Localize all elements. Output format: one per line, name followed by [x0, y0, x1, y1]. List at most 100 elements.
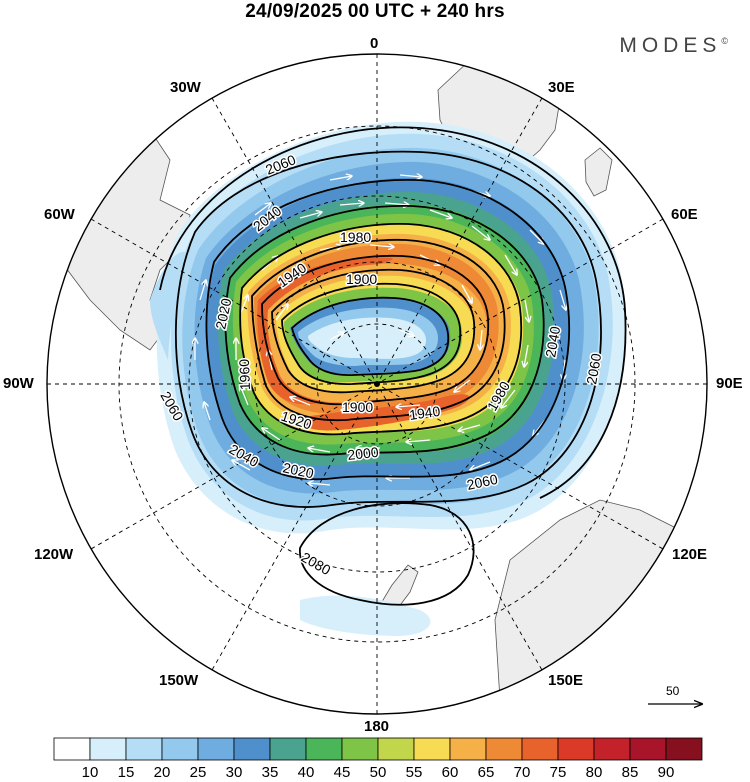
- wind-vector: [429, 209, 452, 218]
- wind-vector: [254, 203, 271, 216]
- wind-vector: [396, 405, 421, 407]
- wind-vector: [199, 280, 206, 301]
- lon-label-120e: 120E: [672, 546, 708, 563]
- copyright-mark: ©: [721, 36, 728, 46]
- contour-2060-outer: [159, 126, 627, 499]
- lon-label-60w: 60W: [44, 206, 75, 223]
- wind-vector: [232, 460, 251, 471]
- wind-vector: [504, 254, 517, 275]
- wind-vector: [339, 203, 364, 205]
- lon-label-120w: 120W: [34, 546, 74, 563]
- brand-logo: MODES©: [619, 34, 728, 58]
- contour-label: 1900: [346, 271, 377, 287]
- contour-label: 2040: [542, 325, 563, 359]
- land-australia: [494, 499, 707, 714]
- lon-label-30w: 30W: [170, 79, 201, 96]
- wind-vector: [240, 385, 249, 406]
- colorbar-swatch: [161, 737, 199, 761]
- colorbar-swatch: [89, 737, 127, 761]
- contour-label: 1940: [408, 403, 441, 423]
- wind-vector: [559, 289, 566, 310]
- wind-vector: [369, 245, 394, 247]
- colorbar-tick-label: 65: [477, 764, 495, 781]
- contour-1940: [271, 268, 476, 394]
- wind-vector: [529, 229, 544, 244]
- map-disc: 2060 2040 1980 1940 1900 2020 1960 1900 …: [47, 54, 707, 714]
- contour-label: 1900: [342, 399, 373, 415]
- lon-label-30e: 30E: [548, 79, 575, 96]
- contour-1900: [290, 296, 450, 376]
- contour-1980: [251, 238, 506, 422]
- contour-label: 1960: [236, 359, 253, 391]
- wind-vector: [480, 329, 482, 350]
- contour-label: 2080: [299, 549, 334, 579]
- wind-vector: [308, 448, 331, 453]
- colorbar-tick-label: 10: [81, 764, 99, 781]
- wind-vector: [299, 212, 322, 219]
- colorbar-swatch: [125, 737, 163, 761]
- colorbar-swatch: [233, 737, 271, 761]
- colorbar-tick-label: 25: [189, 764, 207, 781]
- colorbar-tick-label: 15: [117, 764, 135, 781]
- colorbar-swatch: [629, 737, 667, 761]
- contour-2080: [299, 502, 475, 606]
- south-pole-marker: [374, 381, 380, 387]
- wind-vector: [501, 389, 516, 408]
- colorbar-swatch: [341, 737, 379, 761]
- colorbar-swatch: [377, 737, 415, 761]
- contour-label: 2000: [347, 444, 380, 463]
- colorbar-tick-label: 75: [549, 764, 567, 781]
- reference-vector-label: 50: [666, 684, 680, 698]
- shade-inner-15: [308, 317, 426, 359]
- colorbar-swatch: [593, 737, 631, 761]
- lon-label-90w: 90W: [3, 375, 34, 392]
- brand-name: MODES: [619, 34, 722, 57]
- lon-label-60e: 60E: [671, 206, 698, 223]
- colorbar-swatch: [449, 737, 487, 761]
- lon-label-180: 180: [364, 718, 390, 735]
- map-boundary: [46, 53, 708, 715]
- wind-vector: [524, 344, 529, 367]
- colorbar-tick-label: 45: [333, 764, 351, 781]
- colorbar-tick-label: 70: [513, 764, 531, 781]
- colorbar-tick-label: 50: [369, 764, 387, 781]
- colorbar-swatch: [485, 737, 523, 761]
- land-madagascar: [584, 147, 613, 197]
- contour-1920: [281, 282, 462, 385]
- wind-vector: [471, 225, 490, 240]
- wind-vector: [275, 304, 288, 321]
- contour-2000: [239, 223, 523, 436]
- colorbar-tick-label: 35: [261, 764, 279, 781]
- shade-west-strip: [150, 251, 185, 360]
- wind-vector: [454, 379, 471, 392]
- lon-label-0: 0: [370, 35, 379, 52]
- wind-vector: [384, 203, 409, 205]
- latitude-circle-2: [254, 261, 500, 507]
- lon-label-150e: 150E: [548, 672, 584, 689]
- wind-vector: [329, 176, 352, 181]
- contour-label: 1980: [340, 229, 371, 245]
- wind-vector: [533, 419, 546, 436]
- contour-2020: [224, 205, 545, 456]
- latitude-circle-3: [188, 195, 566, 573]
- colorbar: [53, 737, 703, 761]
- wind-vector: [406, 440, 431, 442]
- colorbar-tick-label: 80: [585, 764, 603, 781]
- colorbar-tick-label: 85: [621, 764, 639, 781]
- wind-vector: [290, 397, 311, 406]
- colorbar-swatch: [665, 737, 703, 761]
- colorbar-swatch: [197, 737, 235, 761]
- latitude-circle-1: [316, 323, 438, 445]
- contour-1960: [261, 254, 490, 406]
- colorbar-tick-label: 60: [441, 764, 459, 781]
- height-contours: [159, 126, 627, 606]
- colorbar-swatch: [557, 737, 595, 761]
- wind-vector: [308, 483, 331, 485]
- colorbar-swatch: [53, 737, 91, 761]
- contour-2060: [174, 150, 602, 508]
- wind-vector: [458, 424, 481, 431]
- wind-vector: [329, 332, 344, 341]
- colorbar-tick-label: 20: [153, 764, 171, 781]
- wind-vector: [399, 175, 422, 177]
